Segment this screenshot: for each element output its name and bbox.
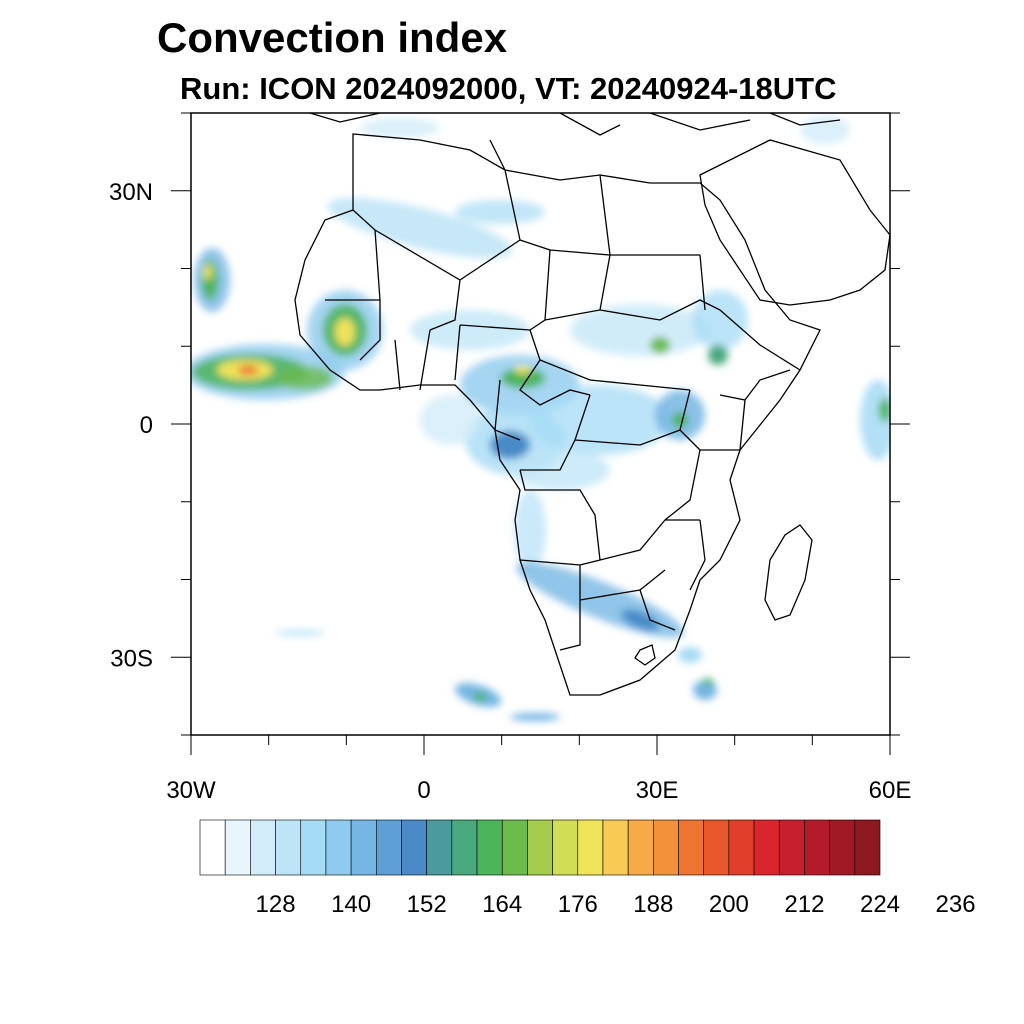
colorbar-swatch — [552, 819, 579, 876]
colorbar-swatch — [804, 819, 830, 876]
colorbar-label: 128 — [256, 891, 296, 918]
colorbar-swatch — [250, 819, 276, 876]
colorbar-swatch — [854, 819, 881, 876]
colorbar-swatch — [602, 819, 629, 876]
colorbar-label: 188 — [633, 891, 673, 918]
colorbar-label: 200 — [709, 891, 749, 918]
lesotho-border — [634, 644, 656, 666]
colorbar-swatch — [401, 819, 427, 876]
colorbar-swatch — [350, 819, 377, 876]
madagascar-coastline — [764, 524, 813, 621]
colorbar-swatch — [627, 819, 654, 876]
y-tick-label: 30S — [110, 645, 153, 672]
colorbar-swatch — [703, 819, 730, 876]
colorbar-swatch — [829, 819, 856, 876]
y-tick-label: 30N — [109, 179, 153, 206]
colorbar-swatch — [678, 819, 705, 876]
africa-coastline — [294, 133, 821, 696]
y-tick-label: 0 — [140, 412, 153, 439]
x-tick-label: 30E — [636, 777, 679, 804]
colorbar-label: 164 — [482, 891, 522, 918]
colorbar-swatch — [300, 819, 327, 876]
x-tick-label: 0 — [417, 777, 430, 804]
colorbar-swatch — [501, 819, 528, 876]
colorbar-label: 224 — [860, 891, 900, 918]
colorbar-label: 176 — [558, 891, 598, 918]
colorbar-label: 236 — [936, 891, 976, 918]
colorbar-swatch — [451, 819, 478, 876]
colorbar-label: 140 — [331, 891, 371, 918]
arabia-coastline — [699, 139, 890, 306]
colorbar-swatch — [753, 819, 780, 876]
colorbar-swatch — [199, 819, 226, 876]
chart-title: Convection index — [157, 14, 508, 61]
colorbar-swatch — [375, 819, 402, 876]
colorbar-swatch — [426, 819, 453, 876]
coastlines-and-borders — [294, 113, 890, 696]
y-axis-labels: 30N 0 30S — [109, 179, 153, 673]
x-tick-label: 60E — [869, 777, 912, 804]
colorbar-label: 152 — [407, 891, 447, 918]
x-axis-labels: 30W 0 30E 60E — [166, 777, 911, 804]
colorbar-swatch — [325, 819, 352, 876]
x-tick-label: 30W — [166, 777, 216, 804]
colorbar-swatch — [476, 819, 503, 876]
colorbar-label: 212 — [784, 891, 824, 918]
colorbar-swatch — [275, 819, 302, 876]
colorbar-swatch — [577, 819, 604, 876]
colorbar: 128 140 152 164 176 188 200 212 224 236 — [199, 819, 976, 918]
colorbar-swatch — [653, 819, 679, 876]
country-borders — [325, 139, 801, 651]
colorbar-swatch — [527, 819, 553, 876]
europe-coastline — [309, 113, 841, 136]
colorbar-swatch — [224, 819, 251, 876]
convection-field — [191, 116, 890, 721]
chart-subtitle: Run: ICON 2024092000, VT: 20240924-18UTC — [180, 71, 837, 106]
colorbar-swatch — [728, 819, 755, 876]
map-ticks — [171, 112, 910, 755]
colorbar-swatch — [778, 819, 805, 876]
